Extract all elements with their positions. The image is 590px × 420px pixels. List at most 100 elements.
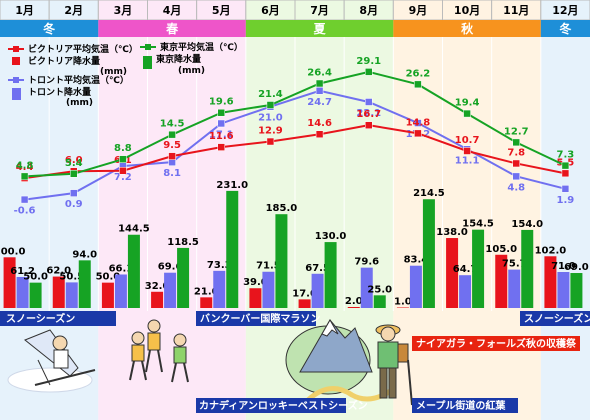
victoria-precip-label-5: 21.0 bbox=[194, 286, 219, 297]
month-label-3: 3月 bbox=[114, 4, 133, 17]
victoria-precip-bar-5 bbox=[200, 297, 213, 308]
banner-maple bbox=[412, 398, 518, 413]
tokyo-temp-point-5 bbox=[217, 108, 225, 117]
month-label-9: 9月 bbox=[409, 4, 428, 17]
banner-snow-season-left bbox=[0, 311, 116, 326]
month-label-5: 5月 bbox=[212, 4, 231, 17]
victoria-temp-label-2: 6.0 bbox=[65, 155, 83, 166]
toronto-precip-label-10: 64.7 bbox=[453, 264, 478, 275]
victoria-precip-label-2: 62.0 bbox=[46, 266, 71, 277]
toronto-precip-bar-3 bbox=[114, 274, 127, 308]
month-label-11: 11月 bbox=[503, 4, 529, 17]
legend-tokyo-precip: 東京降水量 bbox=[156, 53, 201, 65]
month-header-row: 1月 2月 3月 4月 5月 6月 7月 8月 9月 10月 11月 12月 bbox=[0, 0, 590, 21]
toronto-precip-bar-9 bbox=[409, 265, 422, 308]
tokyo-precip-label-9: 214.5 bbox=[413, 188, 445, 199]
season-label-1: 春 bbox=[165, 21, 179, 36]
tokyo-temp-label-7: 26.4 bbox=[307, 67, 332, 78]
tokyo-temp-label-5: 19.6 bbox=[209, 97, 234, 108]
tokyo-precip-bar-10 bbox=[472, 229, 485, 308]
victoria-precip-bar-7 bbox=[298, 299, 311, 308]
toronto-temp-point-7 bbox=[315, 87, 324, 95]
legend-victoria-precip-unit: (mm) bbox=[100, 67, 127, 77]
tokyo-precip-label-10: 154.5 bbox=[462, 219, 494, 230]
toronto-temp-point-5 bbox=[217, 119, 225, 128]
month-label-7: 7月 bbox=[310, 4, 329, 17]
toronto-precip-bar-1 bbox=[16, 276, 29, 308]
tokyo-precip-bar-8 bbox=[373, 295, 386, 308]
tokyo-precip-bar-7 bbox=[324, 242, 337, 308]
tokyo-precip-bar-5 bbox=[226, 190, 239, 308]
tokyo-precip-bar-2 bbox=[78, 260, 91, 308]
season-header-1 bbox=[98, 20, 246, 37]
victoria-temp-label-8: 16.7 bbox=[356, 109, 381, 120]
month-label-2: 2月 bbox=[64, 4, 83, 17]
tokyo-temp-label-8: 29.1 bbox=[356, 56, 381, 67]
tokyo-temp-point-4 bbox=[168, 130, 176, 139]
tokyo-precip-label-5: 231.0 bbox=[216, 180, 248, 191]
tokyo-temp-point-10 bbox=[463, 109, 471, 118]
victoria-temp-label-6: 12.9 bbox=[258, 126, 283, 137]
victoria-precip-label-11: 105.0 bbox=[485, 244, 517, 255]
victoria-precip-label-12: 102.0 bbox=[535, 245, 567, 256]
tokyo-temp-label-9: 26.2 bbox=[406, 68, 431, 79]
tokyo-precip-bar-9 bbox=[422, 199, 435, 308]
legend-victoria-temp: ビクトリア平均気温（℃） bbox=[28, 43, 138, 55]
season-label-2: 夏 bbox=[314, 22, 327, 36]
month-label-4: 4月 bbox=[163, 4, 182, 17]
tokyo-precip-label-7: 130.0 bbox=[315, 231, 347, 242]
victoria-temp-point-10 bbox=[463, 147, 471, 155]
month-label-6: 6月 bbox=[261, 4, 280, 17]
tokyo-precip-bar-1 bbox=[29, 282, 42, 308]
rockies-label: カナディアンロッキーベストシーズン bbox=[199, 399, 368, 412]
toronto-precip-label-9: 83.4 bbox=[404, 255, 429, 266]
victoria-precip-label-4: 32.0 bbox=[145, 281, 170, 292]
toronto-temp-point-8 bbox=[365, 98, 373, 106]
toronto-precip-label-12: 71.0 bbox=[551, 261, 576, 272]
tokyo-precip-bar-4 bbox=[177, 247, 190, 308]
victoria-temp-line bbox=[24, 124, 566, 180]
toronto-temp-point-2 bbox=[70, 189, 78, 197]
toronto-temp-label-5: 17.1 bbox=[209, 129, 234, 140]
toronto-precip-label-2: 50.5 bbox=[59, 271, 84, 282]
month-label-8: 8月 bbox=[359, 4, 378, 17]
victoria-temp-label-5: 11.6 bbox=[209, 131, 234, 142]
tokyo-temp-point-3 bbox=[119, 155, 127, 163]
victoria-precip-bar-1 bbox=[3, 257, 16, 308]
toronto-precip-bar-5 bbox=[213, 270, 226, 308]
tokyo-precip-bar-3 bbox=[127, 234, 140, 308]
victoria-temp-point-12 bbox=[561, 169, 570, 178]
tokyo-temp-point-11 bbox=[512, 138, 520, 147]
season-header-3 bbox=[393, 20, 541, 37]
legend-tokyo-temp: 東京平均気温（℃） bbox=[160, 41, 243, 53]
legend-victoria-precip: ビクトリア降水量 bbox=[28, 55, 100, 67]
tokyo-precip-label-8: 25.0 bbox=[367, 284, 392, 295]
victoria-precip-bar-10 bbox=[446, 238, 459, 308]
toronto-temp-label-12: 1.9 bbox=[557, 195, 575, 206]
tokyo-temp-point-1 bbox=[20, 172, 29, 181]
toronto-temp-label-1: -0.6 bbox=[14, 206, 36, 217]
toronto-precip-bar-2 bbox=[65, 282, 78, 308]
marathon-label: バンクーバー国際マラソン bbox=[200, 312, 320, 325]
legend-toronto-temp: トロント平均気温（℃） bbox=[28, 74, 129, 86]
victoria-precip-label-9: 1.0 bbox=[394, 296, 412, 307]
tokyo-precip-bar-11 bbox=[521, 229, 534, 308]
tokyo-temp-point-9 bbox=[414, 80, 422, 89]
banner-rockies bbox=[196, 398, 346, 413]
tokyo-temp-point-6 bbox=[266, 101, 275, 109]
toronto-precip-bar-7 bbox=[311, 273, 324, 308]
toronto-precip-bar-10 bbox=[459, 275, 472, 308]
toronto-temp-point-1 bbox=[20, 195, 29, 204]
toronto-precip-bar-11 bbox=[508, 269, 521, 308]
toronto-precip-label-5: 73.3 bbox=[207, 260, 232, 271]
tokyo-precip-bar-12 bbox=[570, 273, 583, 308]
tokyo-precip-label-6: 185.0 bbox=[266, 203, 298, 214]
season-header-row: 冬春夏秋冬 bbox=[0, 20, 590, 37]
victoria-precip-bar-12 bbox=[544, 256, 557, 308]
tokyo-temp-point-2 bbox=[70, 170, 78, 178]
tokyo-temp-label-2: 5.4 bbox=[65, 158, 83, 169]
victoria-precip-bar-4 bbox=[151, 291, 164, 308]
toronto-precip-label-8: 79.6 bbox=[354, 257, 379, 268]
victoria-precip-bar-3 bbox=[101, 282, 114, 308]
